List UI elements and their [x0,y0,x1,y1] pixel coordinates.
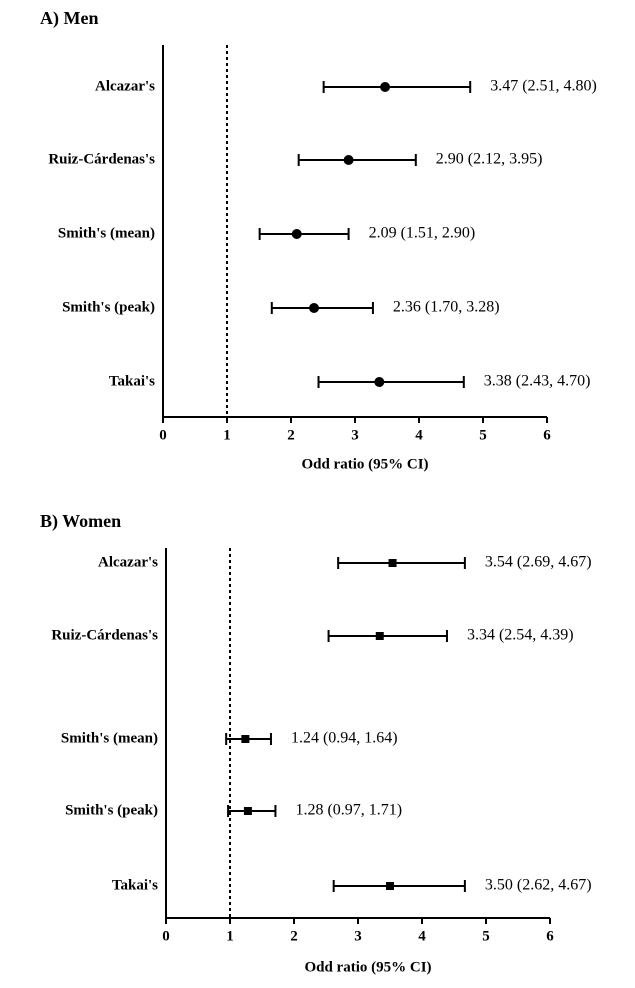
point [388,559,397,567]
value-label: 3.54 (2.69, 4.67) [485,554,592,571]
point [375,632,384,640]
x-tick-label: 0 [162,928,170,944]
category-label: Ruiz-Cárdenas's [51,627,158,643]
point [380,82,391,92]
point [291,229,302,239]
x-tick-label: 0 [159,427,167,443]
x-tick-label: 6 [546,928,554,944]
x-tick-label: 1 [223,427,231,443]
point [386,882,394,890]
panel-title: A) Men [40,8,98,29]
x-tick-label: 1 [226,928,234,944]
point [243,807,252,815]
value-label: 3.34 (2.54, 4.39) [467,627,574,644]
value-label: 2.36 (1.70, 3.28) [393,299,500,316]
category-label: Smith's (mean) [58,225,155,241]
category-label: Smith's (peak) [65,802,158,818]
x-tick-label: 2 [287,427,295,443]
point [343,155,354,165]
category-label: Takai's [112,877,158,893]
x-tick-label: 5 [479,427,487,443]
x-tick-label: 4 [418,928,426,944]
point [374,377,385,387]
x-tick-label: 3 [354,928,362,944]
category-label: Alcazar's [95,78,155,94]
x-tick-label: 6 [543,427,551,443]
value-label: 2.90 (2.12, 3.95) [436,151,543,168]
value-label: 3.47 (2.51, 4.80) [490,78,597,95]
x-tick-label: 3 [351,427,359,443]
category-label: Ruiz-Cárdenas's [48,151,155,167]
category-label: Smith's (peak) [62,299,155,315]
x-tick-label: 4 [415,427,423,443]
x-axis-label: Odd ratio (95% CI) [304,959,431,975]
value-label: 1.24 (0.94, 1.64) [291,730,398,747]
panel-title: B) Women [40,511,121,532]
point [241,735,250,743]
x-tick-label: 5 [482,928,490,944]
value-label: 3.50 (2.62, 4.67) [485,877,592,894]
value-label: 2.09 (1.51, 2.90) [369,225,476,242]
x-axis-label: Odd ratio (95% CI) [301,456,428,472]
x-tick-label: 2 [290,928,298,944]
category-label: Takai's [109,373,155,389]
category-label: Smith's (mean) [61,730,158,746]
point [309,303,320,313]
value-label: 1.28 (0.97, 1.71) [295,802,402,819]
category-label: Alcazar's [98,554,158,570]
value-label: 3.38 (2.43, 4.70) [484,373,591,390]
